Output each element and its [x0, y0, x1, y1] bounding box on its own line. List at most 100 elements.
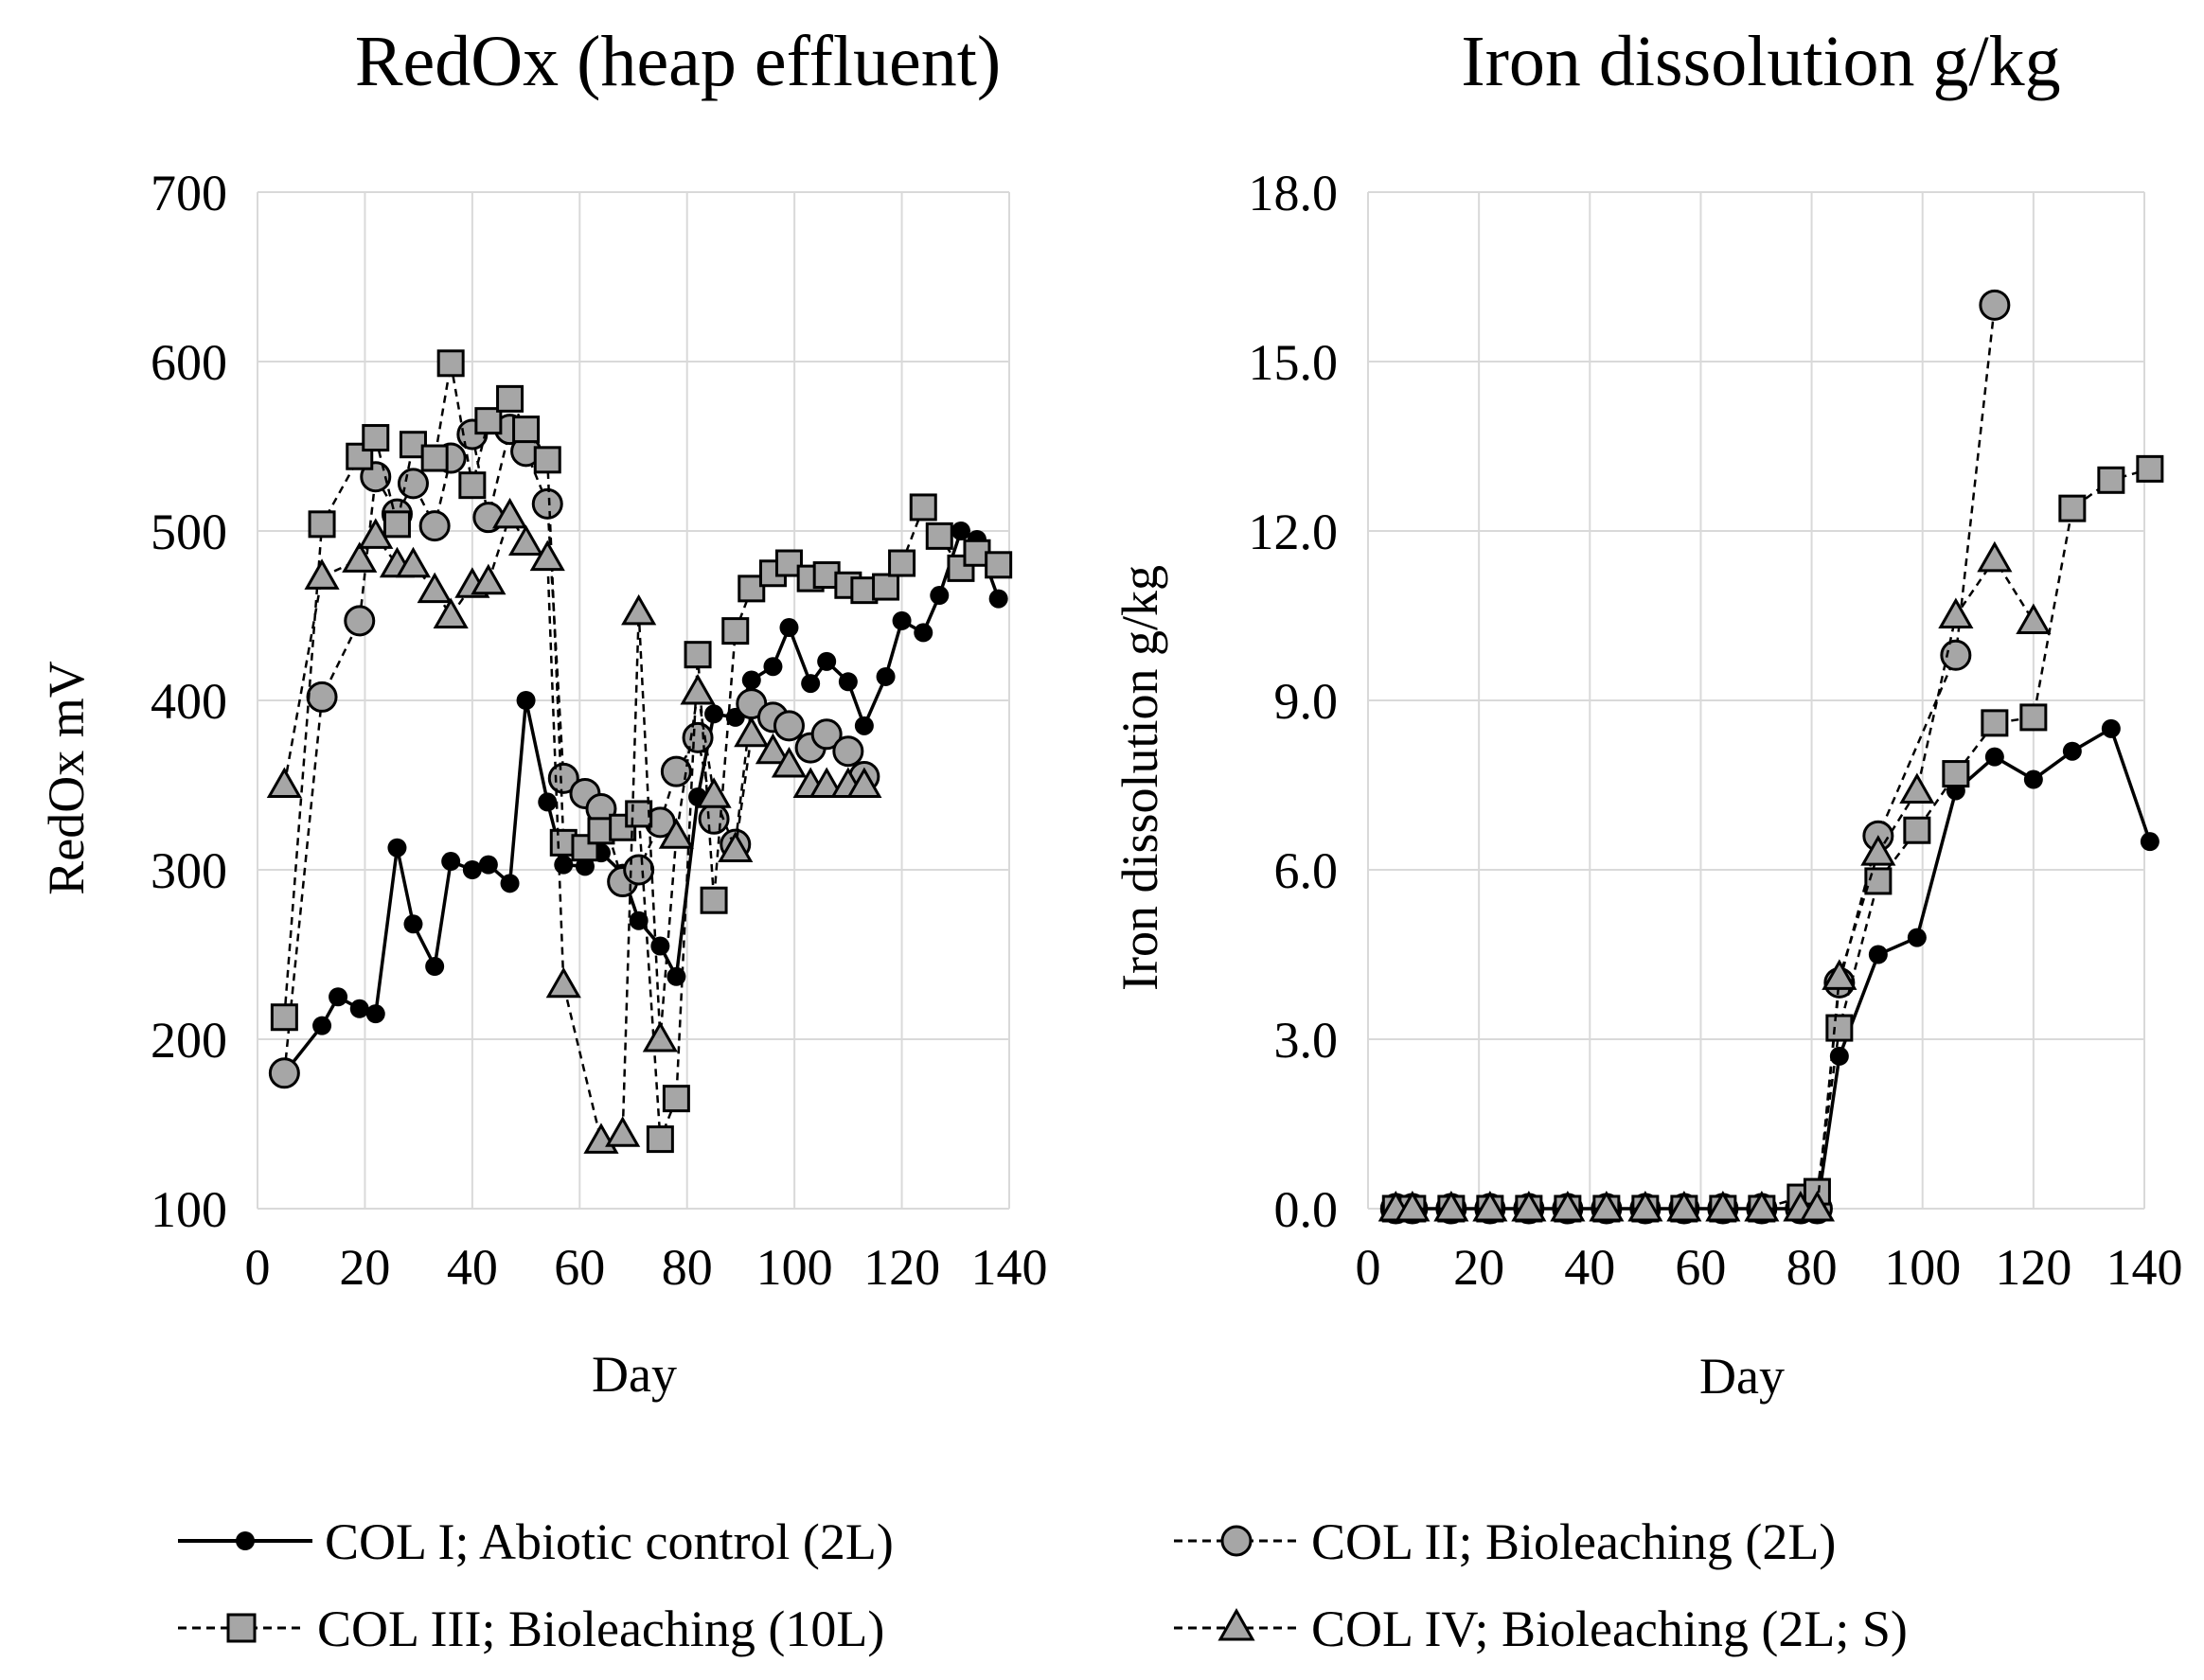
- redox-chart-title: RedOx (heap effluent): [355, 22, 1001, 101]
- redox-point-col-iv: [642, 1020, 678, 1052]
- redox-point-col-i: [478, 855, 498, 875]
- redox-point-col-iii: [382, 510, 411, 539]
- iron-point-col-iii: [2058, 494, 2087, 522]
- redox-point-col-iii: [684, 641, 712, 669]
- redox-chart-y-axis-label: RedOx mV: [38, 661, 95, 894]
- redox-point-col-iii: [496, 384, 524, 413]
- redox-point-col-i: [441, 852, 461, 872]
- redox-point-col-i: [930, 586, 950, 606]
- iron-point-col-iii: [1825, 1014, 1854, 1042]
- redox-point-col-iv: [605, 1116, 641, 1147]
- iron-y-tick-label: 15.0: [1249, 334, 1339, 391]
- legend: COL I; Abiotic control (2L) COL II; Biol…: [178, 1513, 1908, 1657]
- iron-point-col-iii: [1981, 709, 2009, 737]
- iron-x-tick-label: 0: [1356, 1239, 1381, 1296]
- redox-point-col-i: [329, 987, 348, 1007]
- iron-point-col-i: [1984, 747, 2004, 767]
- legend-label-col-iii: COL III; Bioleaching (10L): [317, 1600, 884, 1657]
- redox-point-col-i: [403, 914, 423, 934]
- iron-x-tick-label: 40: [1564, 1239, 1615, 1296]
- redox-point-col-i: [629, 911, 649, 930]
- redox-y-tick-label: 100: [151, 1181, 227, 1238]
- redox-point-col-iii: [646, 1125, 674, 1154]
- redox-point-col-iv: [471, 563, 507, 595]
- legend-marker-col-iv: [1218, 1607, 1255, 1641]
- redox-y-tick-label: 600: [151, 334, 227, 391]
- iron-point-col-iv: [1860, 835, 1896, 866]
- redox-point-col-ii: [682, 721, 714, 753]
- redox-y-tick-label: 700: [151, 165, 227, 221]
- redox-point-col-i: [387, 838, 407, 858]
- iron-tick-labels: 0 20 40 60 80 100 120 140 0.0 3.0 6.0 9.0 12.0 15.0 18…: [1249, 165, 2183, 1296]
- legend-item-col-iv: COL IV; Bioleaching (2L; S): [1174, 1600, 1908, 1657]
- redox-point-col-iii: [947, 554, 975, 582]
- redox-point-col-iii: [362, 424, 390, 452]
- redox-point-col-iii: [420, 444, 449, 472]
- iron-x-tick-label: 60: [1675, 1239, 1726, 1296]
- iron-point-col-iii: [1942, 760, 1970, 788]
- iron-x-tick-label: 100: [1884, 1239, 1961, 1296]
- legend-item-col-iii: COL III; Bioleaching (10L): [178, 1600, 884, 1657]
- redox-point-col-ii: [268, 1057, 300, 1089]
- redox-point-col-i: [575, 857, 595, 876]
- iron-point-col-iv: [1589, 1190, 1625, 1222]
- redox-point-col-iv: [395, 546, 432, 578]
- iron-chart-title: Iron dissolution g/kg: [1461, 22, 2060, 101]
- redox-point-col-i: [365, 1004, 385, 1024]
- redox-point-col-ii: [547, 762, 579, 794]
- iron-point-col-iv: [1395, 1190, 1431, 1222]
- iron-point-col-iv: [1938, 597, 1974, 628]
- legend-marker-col-ii: [1220, 1525, 1253, 1557]
- iron-point-col-iv: [1627, 1190, 1663, 1222]
- iron-point-col-i: [1829, 1046, 1849, 1066]
- iron-point-col-iv: [1666, 1190, 1702, 1222]
- iron-point-col-iv: [1899, 772, 1935, 804]
- redox-point-col-iv: [771, 746, 808, 778]
- redox-series-col-iv: [266, 497, 882, 1154]
- redox-x-tick-label: 20: [339, 1239, 390, 1296]
- iron-point-col-iv: [1799, 1190, 1836, 1222]
- redox-point-col-iv: [696, 777, 732, 808]
- redox-point-col-ii: [418, 510, 451, 542]
- redox-point-col-i: [779, 618, 799, 638]
- redox-point-col-iv: [417, 572, 453, 604]
- redox-x-tick-label: 100: [756, 1239, 833, 1296]
- iron-point-col-ii: [1940, 639, 1972, 671]
- redox-x-tick-label: 60: [554, 1239, 605, 1296]
- redox-point-col-ii: [623, 854, 655, 886]
- redox-point-col-iii: [625, 800, 653, 828]
- redox-y-tick-label: 400: [151, 673, 227, 730]
- redox-point-col-iii: [985, 551, 1013, 579]
- iron-y-tick-label: 3.0: [1274, 1012, 1339, 1069]
- redox-point-col-i: [349, 999, 369, 1018]
- redox-point-col-ii: [773, 710, 805, 742]
- redox-tick-labels: 0 20 40 60 80 100 120 140 100 200 300 400 500 600 700: [151, 165, 1048, 1296]
- redox-point-col-i: [462, 860, 482, 879]
- iron-gridlines: [1367, 191, 2145, 1210]
- redox-point-col-iv: [734, 716, 770, 748]
- redox-point-col-ii: [306, 681, 338, 713]
- redox-point-col-iv: [846, 767, 882, 798]
- iron-x-tick-label: 140: [2106, 1239, 2183, 1296]
- redox-point-col-iv: [358, 518, 394, 549]
- redox-x-tick-label: 120: [863, 1239, 940, 1296]
- iron-point-col-iv: [1472, 1190, 1508, 1222]
- iron-point-col-i: [2062, 741, 2082, 761]
- redox-x-tick-label: 40: [447, 1239, 498, 1296]
- iron-point-col-iv: [1977, 540, 2013, 573]
- redox-point-col-iii: [721, 617, 750, 645]
- redox-point-col-i: [876, 666, 896, 686]
- iron-point-col-iv: [1744, 1190, 1780, 1222]
- redox-point-col-i: [425, 957, 445, 977]
- redox-point-col-iv: [809, 767, 844, 798]
- redox-point-col-iv: [621, 593, 657, 626]
- redox-point-col-iv: [755, 733, 791, 765]
- iron-point-col-i: [2101, 718, 2121, 738]
- iron-line-col-iii: [1395, 468, 2151, 1211]
- redox-point-col-ii: [660, 755, 692, 787]
- redox-point-col-iv: [718, 831, 754, 863]
- redox-point-col-iv: [433, 597, 469, 628]
- redox-y-tick-label: 500: [151, 504, 227, 560]
- redox-point-col-iii: [925, 522, 953, 550]
